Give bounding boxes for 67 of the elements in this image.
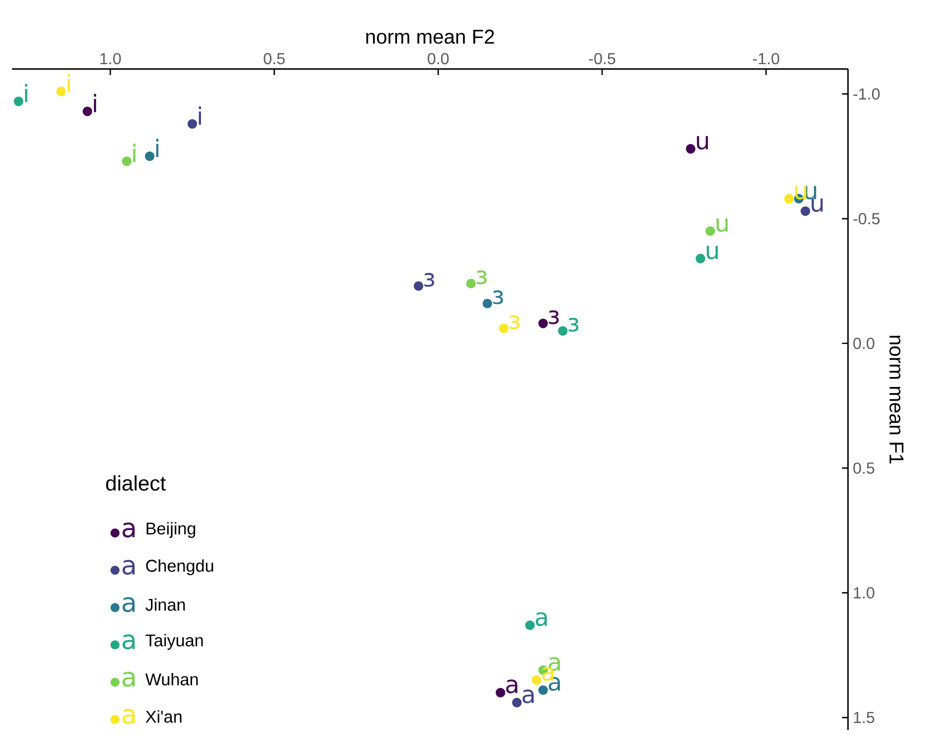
data-label: ɜ xyxy=(493,290,503,304)
data-label: a xyxy=(522,690,534,704)
data-label: i xyxy=(25,84,28,102)
text: a xyxy=(122,522,135,538)
data-label: ɜ xyxy=(568,318,578,332)
point xyxy=(56,86,66,96)
y-axis-title: norm mean F1 xyxy=(889,336,904,464)
point xyxy=(466,278,476,288)
point xyxy=(686,144,696,154)
point xyxy=(414,281,424,291)
y-tick-label: 0.0 xyxy=(853,338,874,350)
data-label: i xyxy=(133,144,136,162)
x-tick-label: -0.5 xyxy=(589,52,616,64)
point xyxy=(696,254,706,264)
text: a xyxy=(122,709,135,724)
data-label: ɜ xyxy=(476,270,487,284)
x-tick-label: -1.0 xyxy=(752,52,780,64)
x-tick-label: 1.0 xyxy=(100,52,121,64)
data-label: ɜ xyxy=(510,315,520,330)
x-axis-title: norm mean F2 xyxy=(366,30,494,44)
y-tick-label: 1.5 xyxy=(854,712,874,724)
legend-label: Chengdu xyxy=(146,559,214,576)
data-label: u xyxy=(812,198,823,212)
point xyxy=(784,194,794,204)
data-label: u xyxy=(706,246,718,260)
text: a xyxy=(122,597,135,612)
y-tick-label: 0.5 xyxy=(853,462,874,474)
point xyxy=(800,206,810,216)
point xyxy=(538,318,548,328)
y-tick-label: -1.0 xyxy=(853,88,880,100)
legend-label: Jinan xyxy=(146,598,185,611)
y-tick-label: -0.5 xyxy=(853,213,880,224)
x-tick-label: 0.0 xyxy=(428,52,449,64)
point xyxy=(558,326,568,336)
data-label: a xyxy=(536,612,547,626)
data-label: i xyxy=(156,138,158,158)
legend-title: dialect xyxy=(106,475,166,491)
point xyxy=(144,152,154,162)
point xyxy=(532,675,542,685)
point xyxy=(538,685,548,695)
data-label: u xyxy=(696,136,708,150)
text: a xyxy=(122,634,135,650)
point xyxy=(496,688,506,698)
data-label: ɜ xyxy=(548,310,559,324)
point xyxy=(82,106,92,116)
point xyxy=(498,324,509,334)
text: a xyxy=(122,560,135,575)
data-label: ɜ xyxy=(424,272,434,287)
data-label: i xyxy=(94,94,96,112)
text: a xyxy=(122,672,135,687)
x-tick-label: 0.5 xyxy=(264,52,285,64)
legend-label: Taiyuan xyxy=(146,634,203,650)
point xyxy=(122,156,132,166)
data-label: i xyxy=(198,106,201,125)
point xyxy=(14,96,24,106)
point xyxy=(482,298,492,308)
data-label: i xyxy=(68,74,70,92)
legend-label: Xi'an xyxy=(146,710,182,723)
data-label: a xyxy=(506,680,518,694)
point xyxy=(512,698,522,708)
y-tick-label: 1.0 xyxy=(854,587,874,598)
data-label: u xyxy=(716,218,728,232)
legend-label: Beijing xyxy=(146,522,196,538)
point xyxy=(188,119,198,129)
point xyxy=(525,620,535,630)
legend-label: Wuhan xyxy=(145,672,198,686)
point xyxy=(706,226,716,236)
